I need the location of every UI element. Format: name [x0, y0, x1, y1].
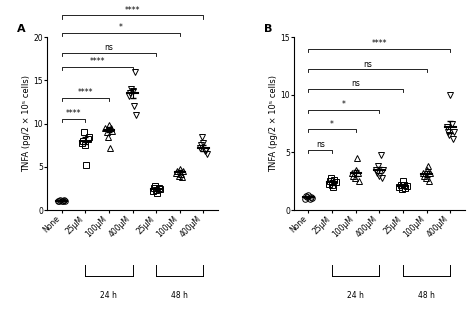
- Text: ****: ****: [66, 109, 81, 118]
- Text: 24 h: 24 h: [100, 291, 118, 300]
- Text: 24 h: 24 h: [347, 291, 364, 300]
- Text: ****: ****: [77, 88, 93, 97]
- Text: A: A: [17, 23, 26, 34]
- Text: *: *: [330, 120, 334, 129]
- Text: ns: ns: [104, 43, 113, 52]
- Text: ns: ns: [351, 79, 360, 88]
- Text: ****: ****: [89, 57, 105, 66]
- Text: ****: ****: [372, 39, 387, 48]
- Text: *: *: [342, 100, 346, 109]
- Text: ****: ****: [125, 6, 140, 15]
- Text: 48 h: 48 h: [418, 291, 435, 300]
- Text: *: *: [119, 23, 123, 32]
- Text: 48 h: 48 h: [172, 291, 188, 300]
- Text: B: B: [264, 23, 272, 34]
- Y-axis label: TNFA (pg/2 × 10⁵ cells): TNFA (pg/2 × 10⁵ cells): [22, 75, 31, 172]
- Text: ns: ns: [316, 140, 325, 149]
- Y-axis label: TNFA (pg/2 × 10⁵ cells): TNFA (pg/2 × 10⁵ cells): [269, 75, 278, 172]
- Text: ns: ns: [363, 60, 372, 69]
